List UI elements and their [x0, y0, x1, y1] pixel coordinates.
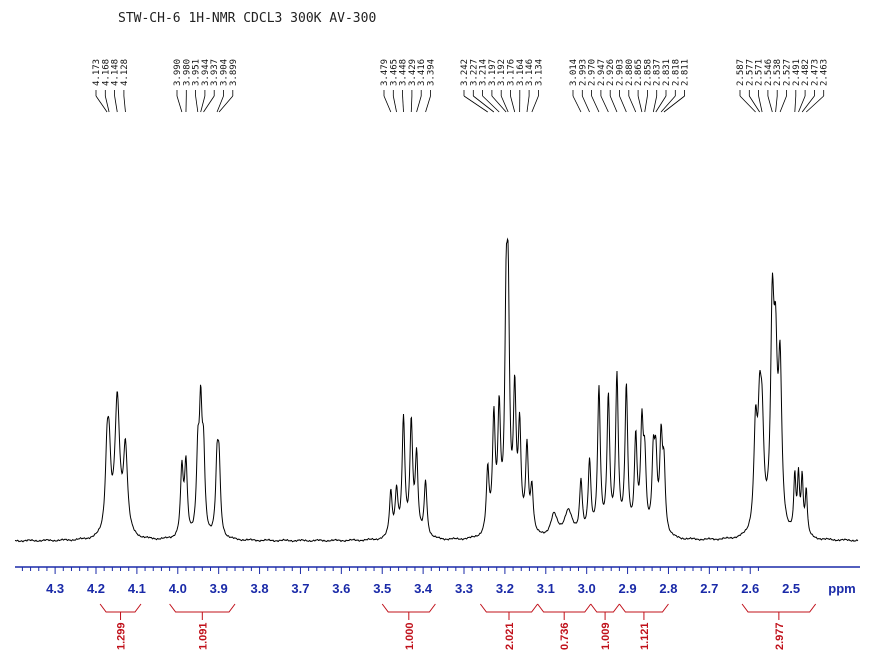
x-tick-label: 3.5 — [373, 581, 391, 596]
x-tick-label: 3.9 — [210, 581, 228, 596]
peak-label: 3.479 — [380, 59, 390, 86]
integral-bracket: 2.977 — [741, 603, 817, 650]
integral-label: 1.009 — [600, 622, 612, 650]
chart-title: STW-CH-6 1H-NMR CDCL3 300K AV-300 — [118, 11, 376, 26]
peak-label: 3.227 — [469, 59, 479, 86]
x-tick-label: 2.5 — [782, 581, 800, 596]
x-tick-label: 4.3 — [46, 581, 64, 596]
integral-bracket: 1.299 — [99, 603, 142, 650]
integral-bracket: 1.121 — [618, 603, 669, 650]
peak-label: 3.146 — [525, 59, 535, 86]
peak-label: 3.416 — [417, 59, 427, 86]
peak-label: 2.577 — [745, 59, 755, 86]
peak-label: 3.164 — [516, 59, 526, 86]
integral-bracket: 1.000 — [381, 603, 436, 650]
integral-bracket: 1.009 — [590, 603, 620, 650]
x-tick-label: 3.2 — [496, 581, 514, 596]
integral-label: 1.091 — [197, 622, 209, 650]
peak-label: 2.880 — [625, 59, 635, 86]
x-tick-label: 3.1 — [537, 581, 555, 596]
peak-label: 2.858 — [643, 59, 653, 86]
integral-bracket: 1.091 — [169, 603, 236, 650]
peak-label: 3.242 — [460, 59, 470, 86]
peak-label: 3.176 — [507, 59, 517, 86]
peak-labels: 4.173 4.168 4.148 4.128 3.990 3.980 3.951 3.944… — [92, 59, 830, 113]
peak-label: 2.837 — [653, 59, 663, 86]
peak-label: 4.148 — [111, 59, 121, 86]
peak-label: 3.429 — [408, 59, 418, 86]
integral-label: 1.000 — [404, 622, 416, 650]
integral-label: 0.736 — [559, 622, 571, 650]
peak-label: 2.463 — [820, 59, 830, 86]
x-tick-label: 4.2 — [87, 581, 105, 596]
peak-label: 3.014 — [569, 59, 579, 86]
peak-label: 3.899 — [229, 59, 239, 86]
peak-label: 2.926 — [606, 59, 616, 86]
peak-label: 3.192 — [497, 59, 507, 86]
peak-label: 2.473 — [810, 59, 820, 86]
peak-label: 2.587 — [736, 59, 746, 86]
peak-label: 4.128 — [120, 59, 130, 86]
x-tick-label: 4.1 — [128, 581, 146, 596]
peak-label: 3.904 — [220, 59, 230, 86]
peak-label: 4.173 — [92, 59, 102, 86]
peak-label: 2.970 — [588, 59, 598, 86]
peak-label: 3.980 — [182, 59, 192, 86]
integral-label: 1.299 — [116, 622, 128, 650]
x-tick-label: 3.3 — [455, 581, 473, 596]
peak-label: 2.482 — [801, 59, 811, 86]
integral-label: 2.021 — [504, 622, 516, 650]
x-tick-label: 3.4 — [414, 581, 433, 596]
peak-label: 2.831 — [662, 59, 672, 86]
peak-label: 2.491 — [792, 59, 802, 86]
peak-label: 3.951 — [192, 59, 202, 86]
x-tick-label: 2.7 — [700, 581, 718, 596]
peak-label: 3.937 — [210, 59, 220, 86]
x-tick-label: 2.6 — [741, 581, 759, 596]
peak-label: 3.465 — [389, 59, 399, 86]
peak-label: 3.448 — [399, 59, 409, 86]
peak-label: 3.990 — [173, 59, 183, 86]
spectrum-trace — [14, 237, 859, 543]
peak-label: 2.538 — [773, 59, 783, 86]
peak-label: 2.818 — [671, 59, 681, 86]
x-axis-label: ppm — [828, 581, 855, 596]
x-tick-label: 2.8 — [659, 581, 677, 596]
peak-label: 3.394 — [427, 59, 437, 86]
peak-label: 3.197 — [488, 59, 498, 86]
x-tick-label: 3.6 — [332, 581, 350, 596]
peak-label: 2.993 — [578, 59, 588, 86]
integral-bracket: 2.021 — [479, 603, 539, 650]
peak-label: 4.168 — [101, 59, 111, 86]
integral-bracket: 0.736 — [537, 603, 592, 650]
peak-label: 2.571 — [755, 59, 765, 86]
peak-label: 2.865 — [634, 59, 644, 86]
integral-label: 2.977 — [774, 622, 786, 650]
x-tick-label: 2.9 — [619, 581, 637, 596]
peak-label: 3.214 — [479, 59, 489, 86]
peak-label: 2.527 — [783, 59, 793, 86]
peak-label: 2.903 — [616, 59, 626, 86]
peak-label: 3.944 — [201, 59, 211, 86]
x-tick-label: 3.8 — [251, 581, 269, 596]
peak-label: 3.134 — [534, 59, 544, 86]
ppm-axis: 4.3 4.2 4.1 4.0 3.9 3.8 3.7 3.6 3.5 3.4 3.3 3.2 3.1 3… — [15, 566, 860, 596]
integral-label: 1.121 — [639, 622, 651, 650]
x-tick-label: 3.7 — [291, 581, 309, 596]
peak-label: 2.947 — [597, 59, 607, 86]
integrals: 1.299 1.091 1.000 2.021 0.736 1.009 1.121 2.977 — [99, 603, 817, 650]
peak-label: 2.546 — [764, 59, 774, 86]
peak-label: 2.811 — [681, 59, 691, 86]
x-tick-label: 4.0 — [169, 581, 187, 596]
x-tick-label: 3.0 — [578, 581, 596, 596]
